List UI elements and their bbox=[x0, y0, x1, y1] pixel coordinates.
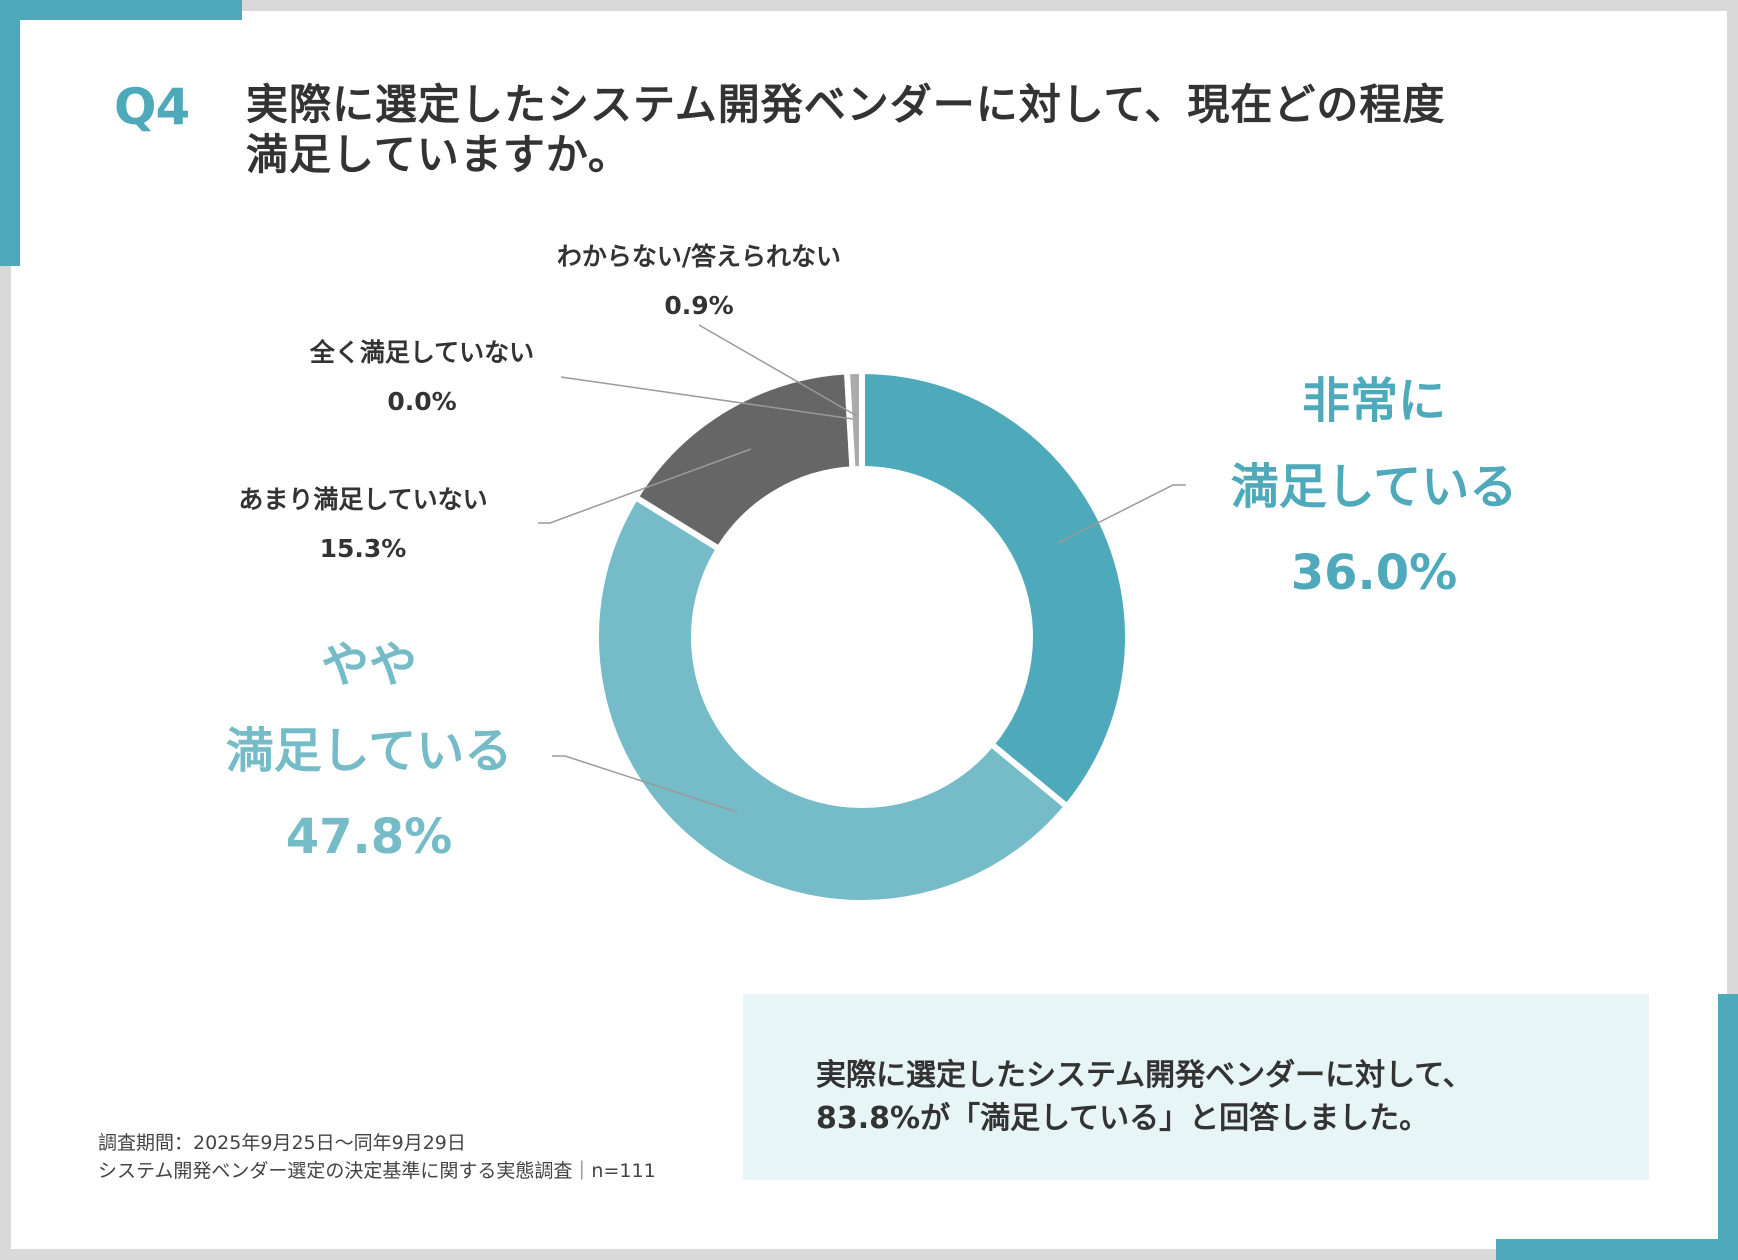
label-text: 満足している bbox=[1230, 459, 1518, 515]
survey-period: 調査期間：2025年9月25日～同年9月29日 bbox=[98, 1132, 466, 1154]
label-text: 満足している bbox=[225, 723, 513, 779]
slice-somewhat-satisfied bbox=[592, 493, 1072, 906]
data-label: 47.8% bbox=[285, 809, 453, 865]
label-text: やや bbox=[320, 637, 417, 693]
question-title: 実際に選定したシステム開発ベンダーに対して、現在どの程度 満足していますか。 bbox=[246, 80, 1445, 180]
leader-line bbox=[698, 324, 858, 417]
summary-line: 実際に選定したシステム開発ベンダーに対して、 bbox=[816, 1058, 1473, 1093]
title-line: 満足していますか。 bbox=[246, 130, 631, 179]
slice-dont-know bbox=[843, 367, 865, 473]
label-not-very-satisfied: あまり満足していない 15.3% bbox=[163, 475, 563, 573]
leader-line bbox=[552, 755, 738, 813]
leader-line bbox=[560, 376, 854, 420]
label-text: 非常に bbox=[1301, 373, 1446, 429]
data-label: 0.0% bbox=[387, 387, 457, 416]
label-text: あまり満足していない bbox=[238, 485, 488, 514]
summary-box: 実際に選定したシステム開発ベンダーに対して、 83.8%が「満足している」と回答… bbox=[743, 994, 1649, 1180]
corner-accent-bottom bbox=[1496, 1239, 1738, 1260]
survey-source: システム開発ベンダー選定の決定基準に関する実態調査｜n=111 bbox=[98, 1160, 656, 1182]
label-very-satisfied: 非常に 満足している 36.0% bbox=[1194, 358, 1554, 616]
data-label: 0.9% bbox=[664, 291, 734, 320]
summary-line: 83.8%が「満足している」と回答しました。 bbox=[816, 1101, 1430, 1136]
label-dont-know: わからない/答えられない 0.9% bbox=[479, 232, 919, 330]
label-not-satisfied-at-all: 全く満足していない 0.0% bbox=[222, 328, 622, 426]
data-label: 36.0% bbox=[1290, 545, 1458, 601]
data-label: 15.3% bbox=[319, 534, 407, 563]
label-text: 全く満足していない bbox=[309, 338, 535, 367]
label-text: わからない/答えられない bbox=[556, 242, 842, 271]
question-number: Q4 bbox=[114, 78, 190, 136]
slice-very-satisfied bbox=[859, 367, 1131, 811]
corner-accent-right bbox=[1718, 994, 1738, 1260]
leader-line bbox=[538, 448, 752, 524]
label-somewhat-satisfied: やや 満足している 47.8% bbox=[189, 622, 549, 880]
corner-accent-top bbox=[0, 0, 242, 20]
title-line: 実際に選定したシステム開発ベンダーに対して、現在どの程度 bbox=[246, 80, 1446, 129]
leader-line bbox=[1057, 484, 1186, 544]
corner-accent-left bbox=[0, 0, 20, 266]
